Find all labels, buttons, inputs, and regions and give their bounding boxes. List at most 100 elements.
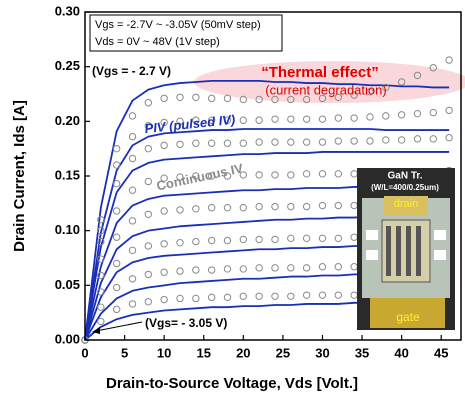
continuous-point <box>413 135 422 143</box>
arrow-head <box>92 327 100 334</box>
continuous-point <box>112 161 121 169</box>
continuous-point <box>97 317 105 326</box>
continuous-point <box>413 71 422 80</box>
continuous-point <box>445 56 453 64</box>
inset-title: GaN Tr. <box>387 171 422 182</box>
continuous-point <box>429 64 437 72</box>
finger <box>396 226 401 276</box>
continuous-point <box>334 114 343 122</box>
continuous-point <box>255 95 263 104</box>
continuous-point <box>192 93 200 101</box>
y-tick-label: 0.20 <box>55 113 80 128</box>
continuous-point <box>287 95 295 104</box>
continuous-point <box>176 206 184 214</box>
continuous-point <box>160 94 168 103</box>
continuous-point <box>128 275 137 283</box>
inset-subtitle: (W/L=400/0.25um) <box>371 183 439 192</box>
continuous-point <box>160 268 168 276</box>
continuous-point <box>223 204 232 212</box>
continuous-point <box>271 264 279 272</box>
continuous-point <box>318 115 327 123</box>
continuous-point <box>176 267 184 275</box>
continuous-point <box>382 136 390 144</box>
pad <box>384 196 428 216</box>
continuous-point <box>302 202 311 211</box>
pad <box>434 250 446 260</box>
x-tick-label: 40 <box>394 345 408 360</box>
continuous-point <box>144 242 153 250</box>
continuous-point <box>271 235 279 244</box>
pad <box>434 230 446 240</box>
continuous-point <box>350 201 358 210</box>
inset: GaN Tr. (W/L=400/0.25um) drain gate <box>357 168 455 330</box>
continuous-point <box>334 291 343 299</box>
info-text: Vgs = -2.7V ~ -3.05V (50mV step) <box>95 19 261 31</box>
continuous-point <box>350 137 358 145</box>
continuous-point <box>112 283 121 292</box>
continuous-point <box>97 237 105 246</box>
continuous-point <box>128 132 137 141</box>
continuous-point <box>302 95 311 104</box>
continuous-point <box>429 135 437 143</box>
continuous-point <box>397 136 406 144</box>
continuous-point <box>239 292 248 300</box>
continuous-point <box>97 288 105 296</box>
continuous-point <box>397 111 406 119</box>
continuous-point <box>128 112 137 120</box>
continuous-point <box>192 139 200 147</box>
continuous-point <box>176 117 184 126</box>
continuous-point <box>350 114 358 122</box>
continuous-point <box>160 141 168 150</box>
continuous-point <box>302 234 311 243</box>
continuous-point <box>128 217 137 225</box>
continuous-point <box>271 95 279 104</box>
continuous-point <box>239 171 248 179</box>
inset-label: drain <box>394 198 418 210</box>
continuous-point <box>334 170 343 178</box>
continuous-point <box>223 94 232 103</box>
continuous-point <box>302 264 311 272</box>
continuous-point <box>239 139 248 147</box>
continuous-point <box>97 216 105 224</box>
annotation: (Vgs = - 2.7 V) <box>92 64 171 78</box>
continuous-point <box>112 233 121 241</box>
y-tick-label: 0.15 <box>55 167 80 182</box>
x-tick-label: 30 <box>315 345 329 360</box>
info-text: Vds = 0V ~ 48V (1V step) <box>95 36 220 48</box>
continuous-point <box>160 295 168 304</box>
continuous-point <box>144 144 153 153</box>
finger <box>416 226 421 276</box>
continuous-point <box>255 235 263 244</box>
continuous-point <box>176 140 184 148</box>
continuous-point <box>176 93 184 101</box>
finger <box>386 226 391 276</box>
pad <box>366 250 378 260</box>
y-tick-label: 0.30 <box>55 3 80 18</box>
x-axis-label: Drain-to-Source Voltage, Vds [Volt.] <box>106 375 358 392</box>
highlight <box>194 61 465 103</box>
continuous-point <box>144 122 153 130</box>
continuous-point <box>176 173 184 181</box>
continuous-point <box>160 240 168 248</box>
annotation: (Vgs= - 3.05 V) <box>145 316 227 330</box>
y-tick-label: 0.05 <box>55 277 80 292</box>
continuous-point <box>318 94 327 103</box>
continuous-point <box>239 265 248 273</box>
continuous-point <box>445 134 453 142</box>
info-box <box>89 14 283 52</box>
continuous-point <box>350 91 358 99</box>
arrow <box>95 321 143 332</box>
continuous-point <box>97 303 105 311</box>
y-tick-label: 0.10 <box>55 222 80 237</box>
continuous-point <box>192 205 200 213</box>
continuous-point <box>445 106 453 115</box>
continuous-point <box>334 93 343 101</box>
continuous-point <box>397 78 406 86</box>
continuous-point <box>334 201 343 210</box>
continuous-point <box>350 170 358 178</box>
continuous-point <box>350 291 358 299</box>
continuous-point <box>223 116 232 124</box>
continuous-point <box>255 138 263 146</box>
x-tick-label: 10 <box>157 345 171 360</box>
continuous-point <box>318 138 327 146</box>
